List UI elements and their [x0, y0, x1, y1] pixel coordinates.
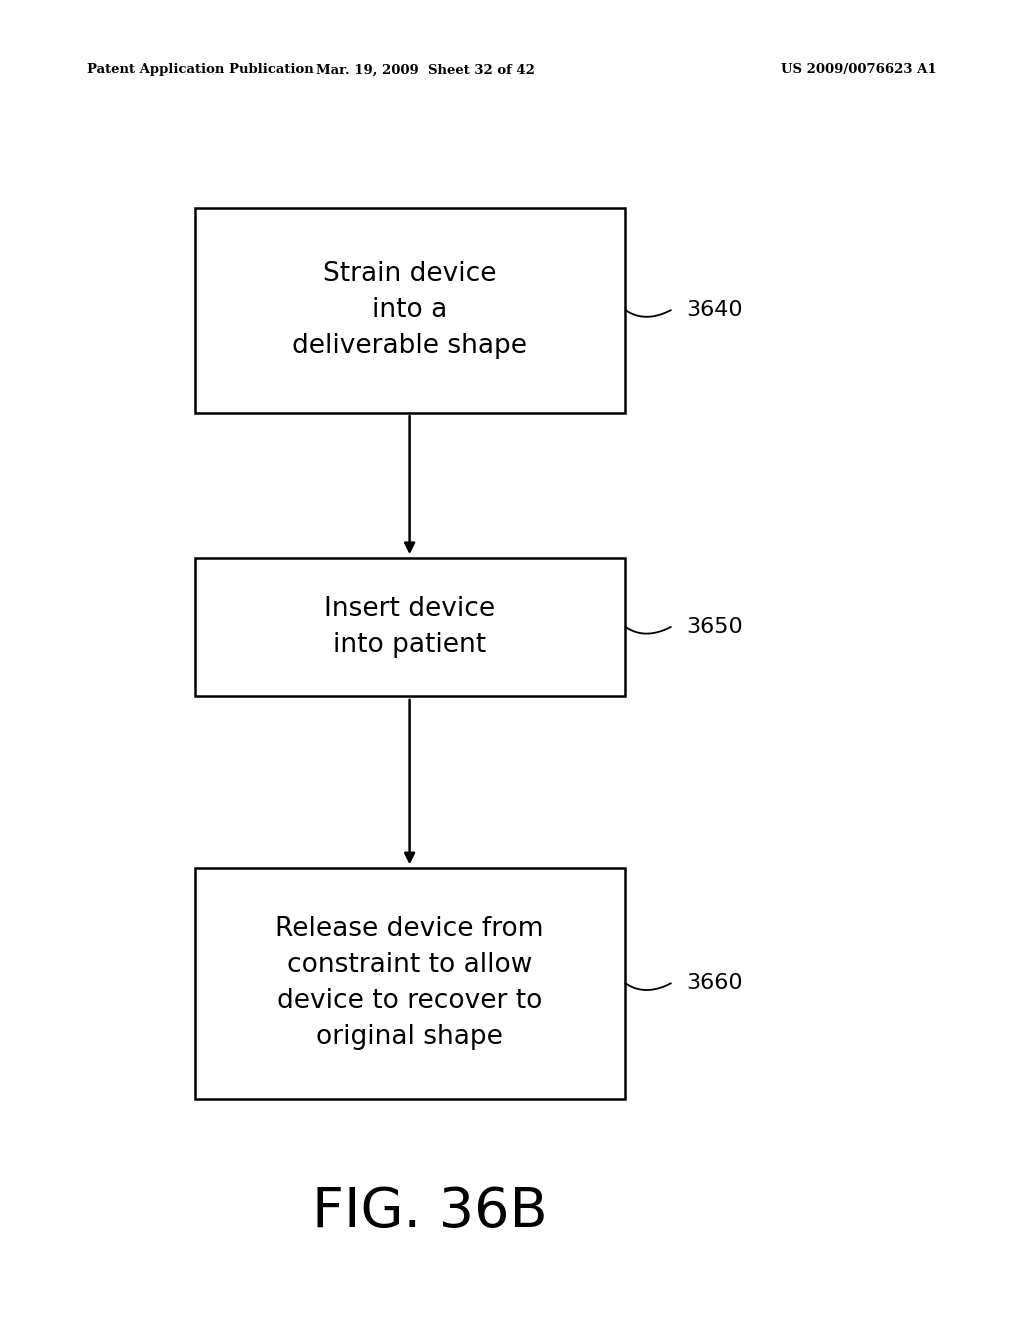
Text: FIG. 36B: FIG. 36B	[312, 1185, 548, 1238]
Text: 3640: 3640	[686, 300, 742, 321]
Text: Patent Application Publication: Patent Application Publication	[87, 63, 313, 77]
Bar	[195, 209, 625, 412]
Text: 3650: 3650	[686, 616, 742, 638]
Text: Strain device
into a
deliverable shape: Strain device into a deliverable shape	[292, 261, 527, 359]
Bar	[195, 557, 625, 697]
Text: Insert device
into patient: Insert device into patient	[324, 597, 496, 657]
Text: US 2009/0076623 A1: US 2009/0076623 A1	[781, 63, 937, 77]
Text: Mar. 19, 2009  Sheet 32 of 42: Mar. 19, 2009 Sheet 32 of 42	[315, 63, 535, 77]
Bar	[195, 869, 625, 1098]
Text: Release device from
constraint to allow
device to recover to
original shape: Release device from constraint to allow …	[275, 916, 544, 1051]
Text: 3660: 3660	[686, 973, 742, 994]
